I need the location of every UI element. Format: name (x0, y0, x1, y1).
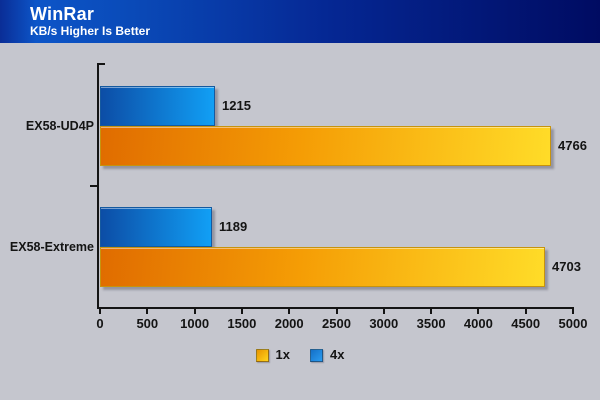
x-tick-label: 2000 (274, 316, 304, 331)
value-label-1x-ex58-extreme: 4703 (552, 259, 581, 275)
x-axis-tick (430, 309, 433, 314)
y-axis-line (97, 63, 99, 309)
bar-1x-ex58-ud4p (100, 125, 551, 166)
legend-swatch-1x (255, 348, 269, 362)
x-tick-label: 4500 (511, 316, 541, 331)
x-tick-label: 4000 (463, 316, 493, 331)
x-axis-tick (240, 309, 243, 314)
y-axis-category-tick (90, 184, 97, 187)
x-axis-tick (477, 309, 480, 314)
category-label: EX58-Extreme (9, 240, 94, 255)
x-axis-tick (335, 309, 338, 314)
value-label-4x-ex58-extreme: 1189 (219, 219, 248, 235)
bar-1x-ex58-extreme (100, 247, 545, 288)
category-label: EX58-UD4P (25, 118, 94, 133)
x-axis-tick (288, 309, 291, 314)
bar-4x-ex58-ud4p (100, 85, 215, 126)
x-tick-label: 0 (96, 316, 104, 331)
value-label-1x-ex58-ud4p: 4766 (558, 137, 587, 153)
x-axis-tick (524, 309, 527, 314)
x-axis-tick (193, 309, 196, 314)
x-axis-line (97, 307, 574, 309)
x-axis-tick (146, 309, 149, 314)
chart-subtitle: KB/s Higher Is Better (30, 24, 151, 38)
x-axis-tick (99, 309, 101, 314)
x-tick-label: 5000 (558, 316, 588, 331)
chart-legend: 1x 4x (0, 347, 600, 363)
x-tick-label: 1500 (227, 316, 257, 331)
chart-header: WinRar KB/s Higher Is Better (0, 0, 600, 43)
x-axis-tick (572, 309, 574, 314)
x-tick-label: 500 (136, 316, 159, 331)
x-tick-label: 2500 (322, 316, 351, 331)
chart-title: WinRar (30, 4, 95, 24)
x-tick-label: 1000 (180, 316, 210, 331)
x-tick-label: 3500 (416, 316, 446, 331)
bar-4x-ex58-extreme (100, 207, 212, 248)
legend-label-4x: 4x (330, 347, 345, 362)
value-label-4x-ex58-ud4p: 1215 (222, 97, 251, 113)
x-axis-tick (382, 309, 385, 314)
x-tick-label: 3000 (369, 316, 399, 331)
legend-swatch-4x (310, 348, 323, 362)
y-axis-top-cap (97, 63, 105, 65)
legend-label-1x: 1x (275, 347, 290, 362)
